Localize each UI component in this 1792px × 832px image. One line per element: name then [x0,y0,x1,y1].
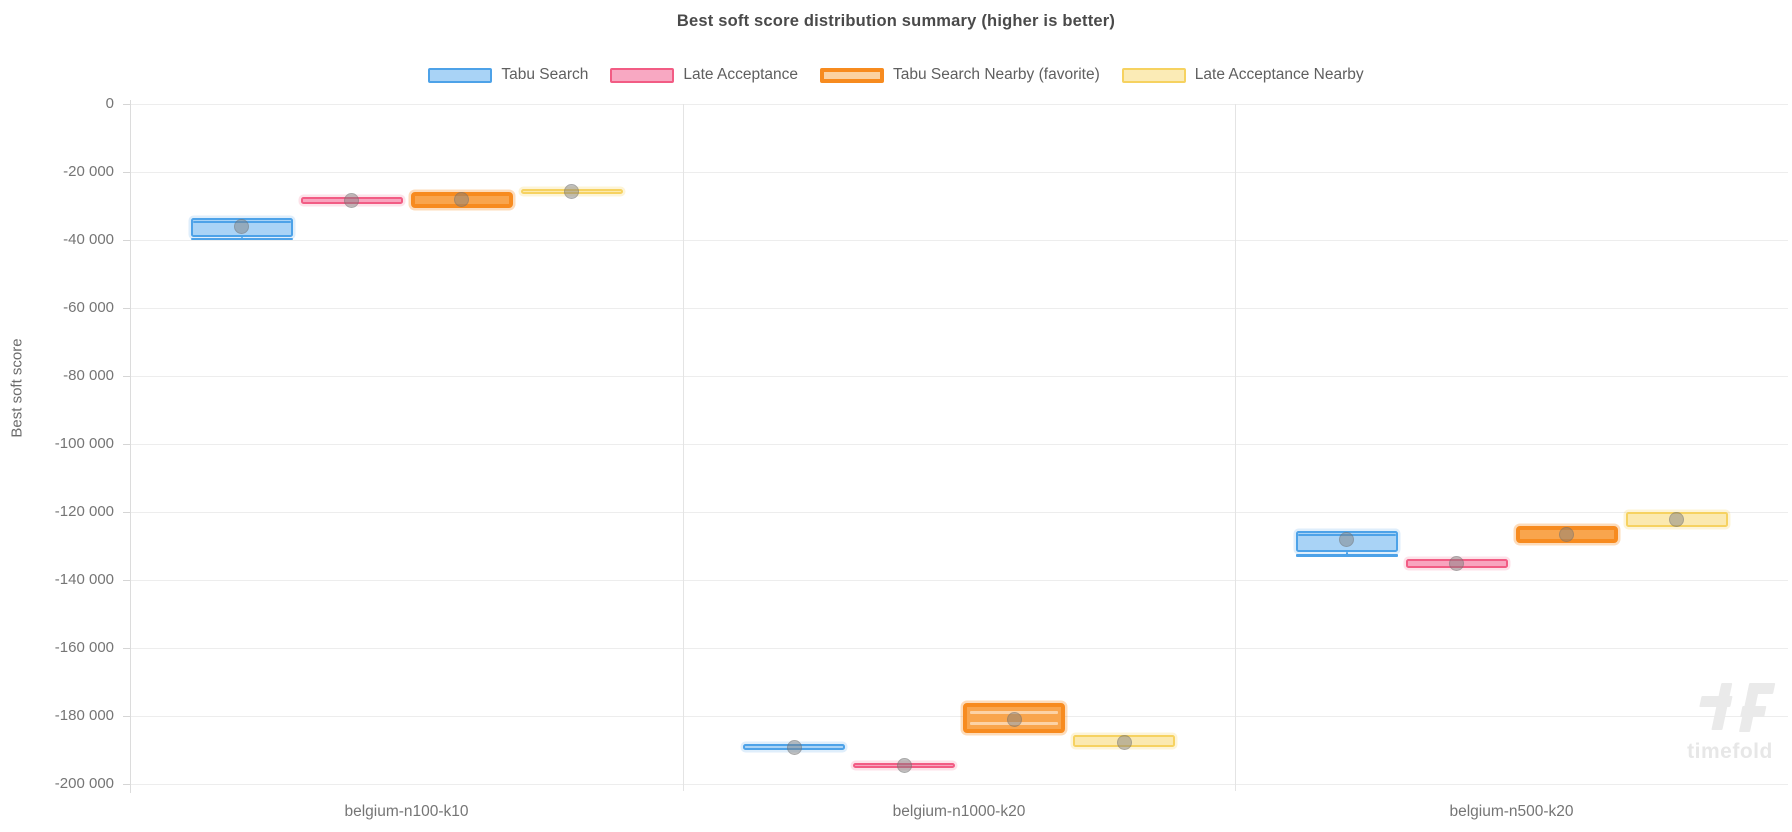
y-tick-label: -180 000 [54,707,114,724]
y-gridline [130,240,1788,241]
legend-item-2[interactable]: Tabu Search Nearby (favorite) [820,66,1100,84]
legend-item-3[interactable]: Late Acceptance Nearby [1121,66,1364,84]
y-tick-mark [123,172,130,173]
legend-label: Tabu Search [501,66,589,83]
watermark-text: timefold [1687,740,1773,763]
y-tick-label: -100 000 [54,435,114,452]
category-separator [1235,104,1236,791]
y-tick-label: -200 000 [54,775,114,792]
y-tick-label: -140 000 [54,571,114,588]
legend-swatch [820,67,884,83]
mean-dot [1339,531,1354,547]
y-tick-mark [123,240,130,241]
y-gridline [130,444,1788,445]
legend-swatch [428,67,493,83]
y-tick-mark [123,444,130,445]
whisker-line [190,237,293,241]
y-gridline [130,716,1788,717]
mean-dot [1559,526,1574,542]
legend-swatch [610,67,675,83]
legend-swatch [1121,67,1186,83]
y-tick-mark [123,104,130,105]
y-tick-mark [123,648,130,649]
category-separator [683,104,684,791]
y-tick-mark [123,376,130,377]
category-label: belgium-n500-k20 [1449,803,1574,820]
mean-dot [564,184,579,200]
mean-dot [896,758,912,774]
y-tick-mark [123,784,130,785]
y-tick-label: -160 000 [54,639,114,656]
watermark: timefold [1678,680,1782,772]
mean-dot [344,193,359,209]
category-label: belgium-n1000-k20 [892,803,1026,820]
whisker-connector [240,236,243,239]
mean-dot [1116,735,1132,751]
legend-label: Late Acceptance Nearby [1194,66,1364,83]
timefold-logo-icon [1699,683,1776,732]
legend-item-1[interactable]: Late Acceptance [610,66,798,84]
legend-label: Late Acceptance [683,66,798,83]
legend-item-0[interactable]: Tabu Search [428,66,588,84]
y-tick-mark [123,716,130,717]
y-gridline [130,104,1788,105]
y-tick-mark [123,580,130,581]
y-gridline [130,648,1788,649]
mean-dot [234,218,249,234]
whisker-line [1295,554,1398,557]
category-label: belgium-n100-k10 [344,803,469,820]
y-tick-label: -20 000 [63,163,114,180]
legend-label: Tabu Search Nearby (favorite) [893,66,1100,83]
mean-dot [786,739,802,755]
y-gridline [130,784,1788,785]
mean-dot [1006,711,1022,727]
y-tick-label: -120 000 [54,503,114,520]
y-tick-label: 0 [105,95,114,112]
y-tick-mark [123,308,130,309]
y-gridline [130,580,1788,581]
legend: Tabu Search Late Acceptance Tabu Search Ne… [0,59,1792,91]
y-tick-label: -80 000 [63,367,114,384]
y-tick-label: -40 000 [63,231,114,248]
whisker-connector [1345,551,1348,556]
y-gridline [130,308,1788,309]
y-axis-line [130,100,131,793]
chart-title: Best soft score distribution summary (hi… [676,12,1116,30]
y-tick-mark [123,512,130,513]
y-tick-label: -60 000 [63,299,114,316]
y-gridline [130,376,1788,377]
mean-dot [1669,511,1684,527]
y-gridline [130,172,1788,173]
mean-dot [1449,556,1464,572]
y-gridline [130,512,1788,513]
mean-dot [454,191,469,207]
